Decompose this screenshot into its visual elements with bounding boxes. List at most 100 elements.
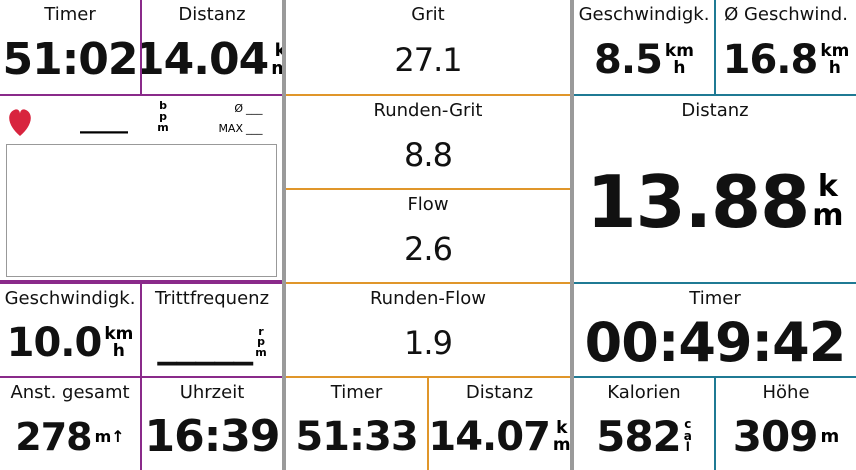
data-field: Runden-Flow 1.9 <box>286 284 570 376</box>
field-value: 00:49:42 <box>584 311 847 374</box>
unit-part: h <box>828 57 841 78</box>
field-value-row: _____ r p m <box>157 309 266 376</box>
unit-part: m <box>820 425 840 447</box>
field-value: 14.07 <box>429 413 551 460</box>
data-field: Timer 00:49:42 <box>574 284 856 376</box>
data-field: Geschwindigk. 10.0 km h <box>0 284 140 376</box>
data-field: Ø Geschwind. 16.8 km h <box>716 0 856 94</box>
field-value: 14.04 <box>142 34 269 85</box>
avg-label: Ø <box>234 102 243 115</box>
unit-part: k <box>817 169 838 204</box>
unit-part: m↑ <box>94 426 125 446</box>
field-label: Timer <box>689 288 741 309</box>
field-value-row: 51:33 <box>295 403 418 470</box>
field-value-row: 1.9 <box>404 309 453 376</box>
heart-icon <box>9 109 31 136</box>
field-value: 16.8 <box>722 36 819 83</box>
data-field: Distanz 14.07 k m <box>429 378 570 470</box>
unit-part: a <box>683 428 692 443</box>
field-value: 10.0 <box>6 319 103 366</box>
field-label: Kalorien <box>607 382 681 403</box>
field-value-row: 2.6 <box>404 215 453 282</box>
field-label: Anst. gesamt <box>10 382 130 403</box>
field-unit: km h <box>104 324 134 361</box>
field-label: Geschwindigk. <box>4 288 136 309</box>
unit-part: km <box>664 41 694 62</box>
data-field: Grit 27.1 <box>286 0 570 94</box>
data-field: Uhrzeit 16:39 <box>142 378 282 470</box>
field-unit: m <box>820 425 840 447</box>
unit-part: c <box>684 417 692 432</box>
heart-rate-unit: p <box>159 110 167 123</box>
field-value: 13.88 <box>586 159 810 244</box>
unit-part: k <box>556 418 568 439</box>
data-field: Flow 2.6 <box>286 190 570 282</box>
unit-part: r <box>258 324 264 338</box>
field-value-row: 278 m↑ <box>15 403 124 470</box>
data-field: Trittfrequenz _____ r p m <box>142 284 282 376</box>
data-field: Höhe 309 m <box>716 378 856 470</box>
field-label: Runden-Grit <box>373 100 483 121</box>
field-label: Höhe <box>762 382 810 403</box>
data-field: Distanz 13.88 k m <box>574 96 856 282</box>
field-value: 8.5 <box>594 36 663 83</box>
field-value-row: 16.8 km h <box>723 25 850 94</box>
unit-part: m <box>812 197 844 233</box>
unit-part: m <box>552 434 570 455</box>
graph-frame <box>6 144 277 277</box>
field-label: Uhrzeit <box>179 382 245 403</box>
data-field: Runden-Grit 8.8 <box>286 96 570 188</box>
field-value-row: 8.5 km h <box>594 25 694 94</box>
unit-part: p <box>257 335 265 349</box>
field-label: Flow <box>407 194 449 215</box>
max-value: ___ <box>245 122 263 135</box>
field-value: 27.1 <box>394 40 462 79</box>
field-label: Geschwindigk. <box>578 4 710 25</box>
heart-rate-value: ____ <box>80 106 128 134</box>
data-field: Geschwindigk. 8.5 km h <box>574 0 714 94</box>
heart-rate-graphic: ____ b p m Ø ___ MAX ___ <box>6 99 277 277</box>
heart-rate-panel: ____ b p m Ø ___ MAX ___ <box>0 96 282 280</box>
unit-part: m <box>271 57 282 79</box>
unit-part: km <box>820 41 850 62</box>
field-label: Ø Geschwind. <box>724 4 848 25</box>
field-label: Distanz <box>465 382 534 403</box>
unit-part: km <box>104 324 134 345</box>
field-value-row: 13.88 k m <box>586 121 843 282</box>
unit-part: h <box>112 340 125 361</box>
field-value-row: 14.07 k m <box>429 403 570 470</box>
max-label: MAX <box>218 122 243 135</box>
field-unit: m↑ <box>94 426 125 446</box>
field-value-row: 27.1 <box>394 25 462 94</box>
field-value-row: 00:49:42 <box>584 309 847 376</box>
field-label: Trittfrequenz <box>154 288 270 309</box>
field-value-row: 14.04 k m <box>142 25 282 94</box>
field-label: Timer <box>330 382 383 403</box>
field-value-row: 51:02 <box>2 25 138 94</box>
unit-part: l <box>685 440 690 455</box>
unit-part: k <box>274 40 282 62</box>
field-label: Distanz <box>178 4 246 25</box>
field-value-row: 16:39 <box>144 403 280 470</box>
field-label: Grit <box>411 4 445 25</box>
data-field: Anst. gesamt 278 m↑ <box>0 378 140 470</box>
data-field: Kalorien 582 c a l <box>574 378 714 470</box>
field-value: 51:02 <box>2 34 138 85</box>
field-value: 51:33 <box>295 413 418 460</box>
data-field: Timer 51:02 <box>0 0 140 94</box>
field-value: 582 <box>596 412 682 461</box>
field-label: Runden-Flow <box>369 288 486 309</box>
field-value-row: 8.8 <box>404 121 453 188</box>
unit-part: m <box>255 345 267 359</box>
field-value-row: 582 c a l <box>596 403 692 470</box>
unit-part: h <box>673 57 686 78</box>
field-value: _____ <box>157 319 253 366</box>
field-value: 8.8 <box>404 135 453 174</box>
field-label: Timer <box>44 4 96 25</box>
